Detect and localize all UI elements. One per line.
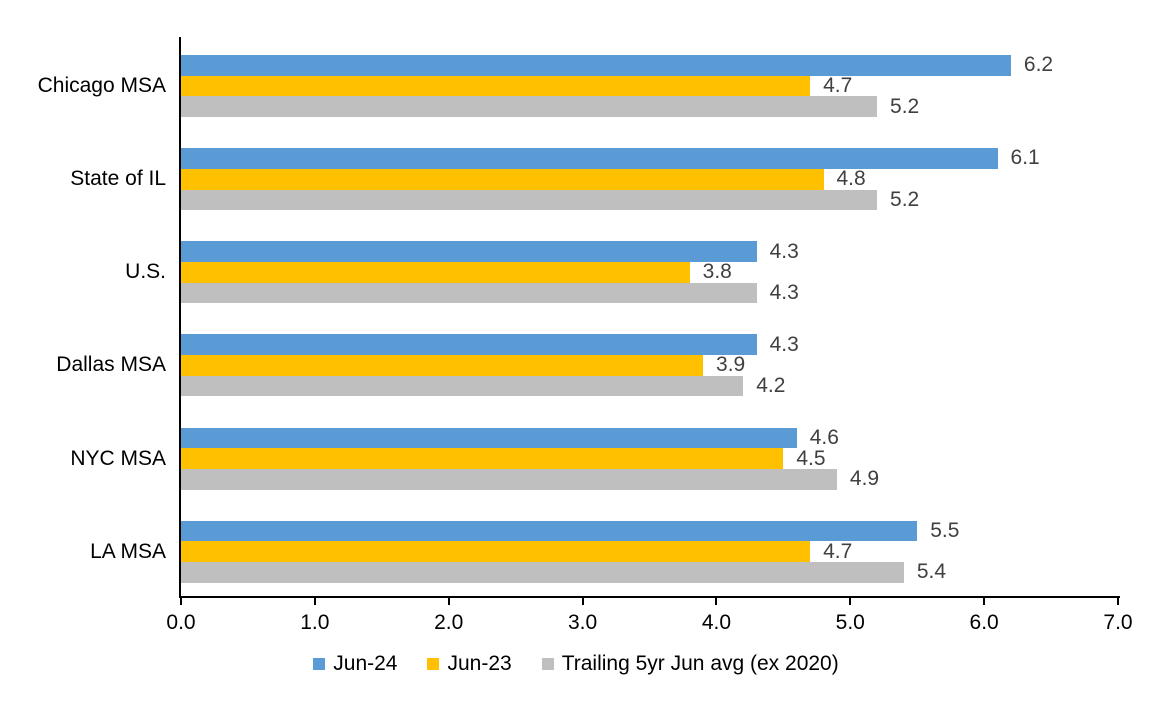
legend-label: Trailing 5yr Jun avg (ex 2020) [561, 652, 839, 675]
legend-swatch [427, 658, 440, 670]
legend-item: Jun-23 [427, 652, 512, 676]
bar-value-label: 4.3 [769, 332, 799, 356]
x-tick-label: 6.0 [969, 611, 999, 634]
x-tick-label: 5.0 [835, 611, 865, 634]
bar-group: 4.3 3.9 4.2 [181, 332, 1118, 398]
bar-segment [181, 168, 824, 190]
bar-value-label: 4.3 [769, 281, 799, 305]
bar-segment [181, 541, 811, 563]
bar-value-label: 3.9 [716, 353, 746, 377]
y-axis-line [179, 37, 181, 598]
x-tick-label: 2.0 [434, 611, 464, 634]
bar-segment [181, 355, 704, 376]
bar-value-label: 5.5 [930, 519, 960, 543]
x-axis-line [179, 596, 1120, 598]
bar-segment [181, 334, 757, 356]
bar-segment [181, 448, 784, 469]
legend-item: Trailing 5yr Jun avg (ex 2020) [541, 652, 839, 676]
bar-value-label: 6.1 [1010, 146, 1040, 170]
x-tick-mark [180, 598, 182, 605]
category-label: Chicago MSA [37, 74, 166, 98]
x-tick-label: 3.0 [567, 611, 598, 634]
x-tick-mark [447, 598, 450, 605]
x-tick-mark [983, 598, 986, 605]
x-tick-mark [715, 598, 718, 605]
bar-value-label: 6.2 [1023, 53, 1054, 77]
bar-value-label: 4.8 [836, 167, 866, 191]
bar-value-label: 3.8 [702, 260, 732, 284]
category-label: Dallas MSA [56, 353, 166, 377]
legend-label: Jun-23 [447, 652, 512, 675]
bar-value-label: 4.2 [756, 374, 786, 398]
bar-segment [181, 562, 904, 583]
bar-value-label: 5.4 [916, 560, 947, 584]
bar-segment [181, 189, 878, 211]
x-tick-label: 1.0 [300, 611, 330, 634]
x-tick-mark [1117, 598, 1119, 605]
bar-segment [181, 55, 1011, 76]
legend-swatch [541, 658, 554, 670]
bar-group: 6.2 4.7 5.2 [181, 53, 1118, 118]
x-tick-label: 7.0 [1103, 611, 1133, 634]
bar-group: 4.6 4.5 4.9 [181, 425, 1118, 491]
bar-value-label: 4.7 [823, 539, 853, 563]
legend-swatch [313, 658, 326, 670]
legend-item: Jun-24 [313, 652, 397, 676]
plot-area: 6.2 4.7 5.2 6.1 4.8 5.2 4.3 3.8 4.3 4.3 3.9 4.2 4.6 4… [181, 37, 1118, 596]
bar-group: 6.1 4.8 5.2 [181, 146, 1118, 211]
bar-segment [181, 75, 811, 97]
bar-value-label: 4.6 [809, 425, 839, 449]
bar-value-label: 5.2 [890, 187, 920, 211]
bar-value-label: 4.3 [769, 239, 799, 263]
category-label: State of IL [70, 167, 166, 191]
bar-group: 4.3 3.8 4.3 [181, 239, 1118, 305]
bar-segment [181, 96, 878, 118]
bar-segment [181, 468, 837, 490]
category-label: U.S. [125, 260, 166, 284]
bar-value-label: 4.9 [849, 467, 880, 491]
category-label: LA MSA [90, 539, 166, 563]
bar-group: 5.5 4.7 5.4 [181, 519, 1118, 584]
category-label: NYC MSA [70, 446, 166, 470]
bar-segment [181, 520, 918, 542]
bar-segment [181, 148, 998, 169]
bar-value-label: 4.7 [823, 74, 853, 98]
x-tick-label: 0.0 [166, 611, 196, 634]
x-tick-mark [313, 598, 316, 605]
legend: Jun-24 Jun-23 Trailing 5yr Jun avg (ex 202… [0, 650, 1152, 678]
legend-label: Jun-24 [333, 652, 398, 675]
x-tick-mark [581, 598, 584, 605]
x-tick-mark [849, 598, 852, 605]
bar-segment [181, 427, 797, 449]
bar-value-label: 5.2 [890, 94, 920, 118]
bar-value-label: 4.5 [796, 446, 826, 470]
bar-segment [181, 241, 757, 262]
bar-segment [181, 375, 744, 397]
x-tick-label: 4.0 [701, 611, 732, 634]
bar-segment [181, 261, 690, 283]
bar-segment [181, 282, 757, 304]
